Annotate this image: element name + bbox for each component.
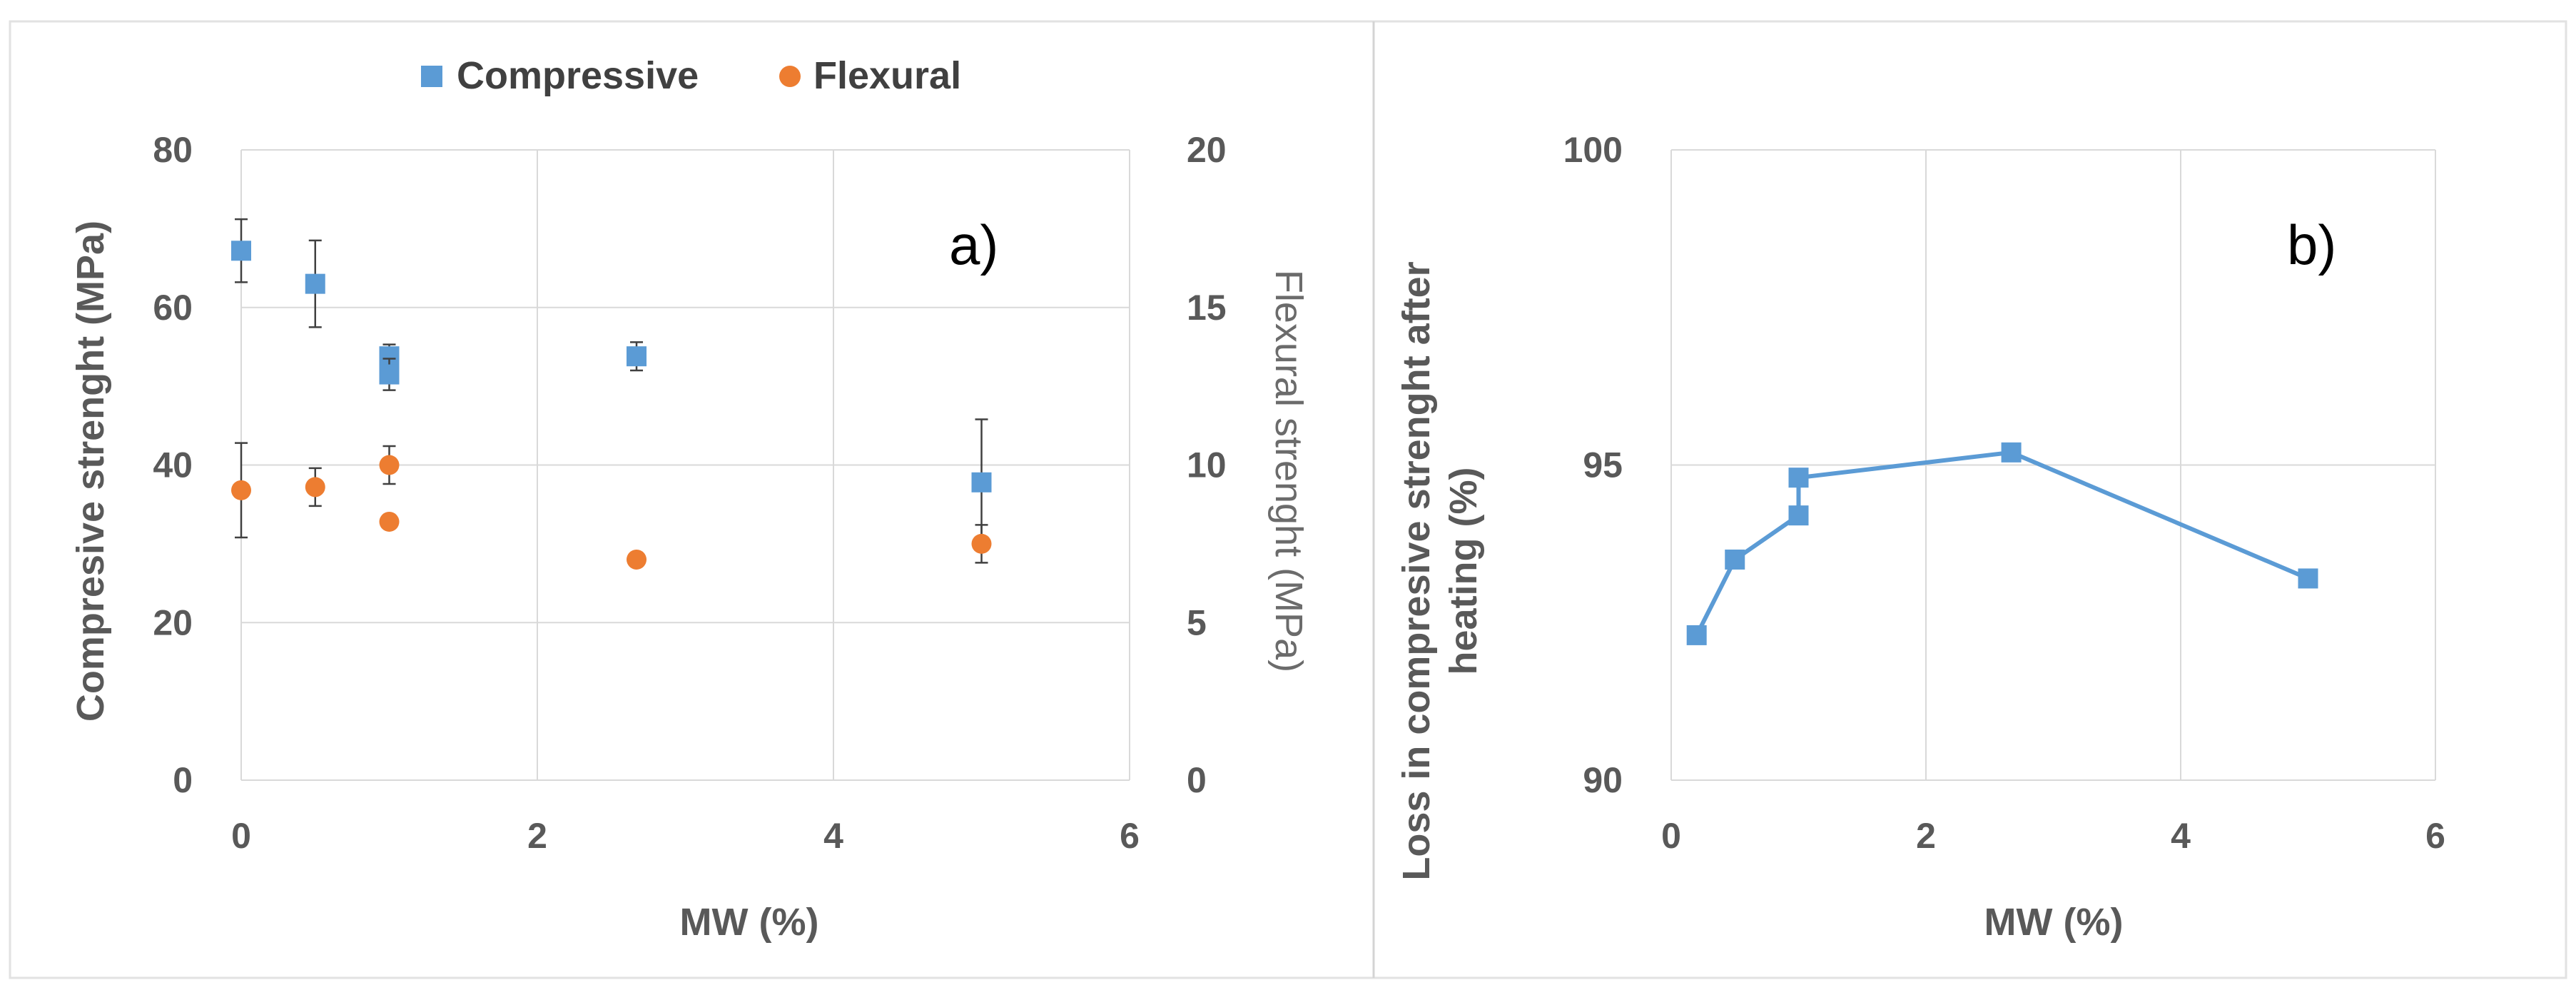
figure-frame: [9, 20, 2567, 979]
chart-b-x-tick-label: 6: [2425, 816, 2445, 856]
chart-a-y2-tick-label: 15: [1187, 288, 1227, 328]
data-point: [2001, 442, 2022, 463]
chart-b-marks: [1686, 442, 2318, 645]
chart-a-y2-tick-label: 10: [1187, 445, 1227, 485]
data-point-compressive: [627, 346, 647, 367]
data-point-flexural: [231, 480, 251, 500]
data-point: [2298, 568, 2318, 589]
chart-a-x-tick-label: 0: [231, 816, 251, 856]
legend-compressive-marker: [421, 66, 442, 87]
chart-a-y-tick-label: 80: [153, 130, 193, 170]
chart-b-tick-labels: 90 95 100 0 2 4 6: [1563, 130, 2445, 856]
chart-a-y-axis-title: Compresive strenght (MPa): [69, 221, 112, 722]
chart-a-y2-tick-label: 0: [1187, 760, 1207, 800]
chart-b-y-tick-label: 90: [1583, 760, 1623, 800]
chart-b-x-axis-title: MW (%): [1984, 901, 2124, 944]
chart-b-y-axis-title: Loss in compresive strenght after heatin…: [1395, 261, 1485, 880]
chart-b-x-tick-label: 2: [1916, 816, 1936, 856]
chart-a-marks: [231, 218, 992, 570]
chart-b: 90 95 100 0 2 4 6 b) MW (%) Loss in compresive…: [1395, 130, 2445, 944]
chart-a-x-axis-title: MW (%): [680, 901, 819, 944]
data-point-flexural: [971, 533, 992, 554]
chart-a-y-tick-label: 40: [153, 445, 193, 485]
data-point-compressive: [379, 364, 400, 385]
chart-b-grid: [1670, 149, 2436, 781]
chart-b-y-tick-label: 95: [1583, 445, 1623, 485]
data-point-flexural: [379, 511, 400, 532]
data-point-flexural: [305, 477, 325, 498]
data-point-compressive: [305, 273, 325, 294]
data-point-flexural: [627, 549, 647, 570]
chart-a-legend: Compressive Flexural: [421, 54, 961, 97]
chart-b-x-tick-label: 4: [2171, 816, 2191, 856]
chart-a-y2-tick-label: 5: [1187, 602, 1207, 642]
chart-a-x-tick-label: 6: [1120, 816, 1140, 856]
chart-a-y-tick-label: 20: [153, 602, 193, 642]
chart-a-x-tick-label: 2: [527, 816, 547, 856]
data-point: [1725, 549, 1745, 570]
chart-a-y-tick-label: 60: [153, 288, 193, 328]
legend-flexural-marker: [779, 66, 801, 87]
legend-compressive-label: Compressive: [457, 54, 699, 97]
data-point: [1788, 468, 1809, 488]
chart-b-panel-label: b): [2287, 213, 2336, 276]
chart-b-y-axis-title-line-1: Loss in compresive strenght after: [1395, 261, 1438, 880]
chart-b-y-axis-title-line-2: heating (%): [1442, 468, 1485, 675]
data-point: [1686, 625, 1707, 645]
chart-a-y-tick-label: 0: [173, 760, 193, 800]
chart-a-y2-tick-label: 20: [1187, 130, 1227, 170]
legend-flexural-label: Flexural: [813, 54, 961, 97]
data-point-compressive: [231, 241, 251, 261]
series-line: [1695, 450, 2309, 637]
chart-a-x-tick-label: 4: [823, 816, 843, 856]
chart-b-y-tick-label: 100: [1563, 130, 1623, 170]
data-point-compressive: [971, 472, 992, 493]
chart-a-panel-label: a): [949, 213, 998, 276]
data-point-flexural: [379, 455, 400, 475]
chart-a-y2-axis-title: Flexural strenght (MPa): [1267, 270, 1310, 672]
chart-b-x-tick-label: 0: [1661, 816, 1681, 856]
data-point: [1788, 505, 1809, 526]
